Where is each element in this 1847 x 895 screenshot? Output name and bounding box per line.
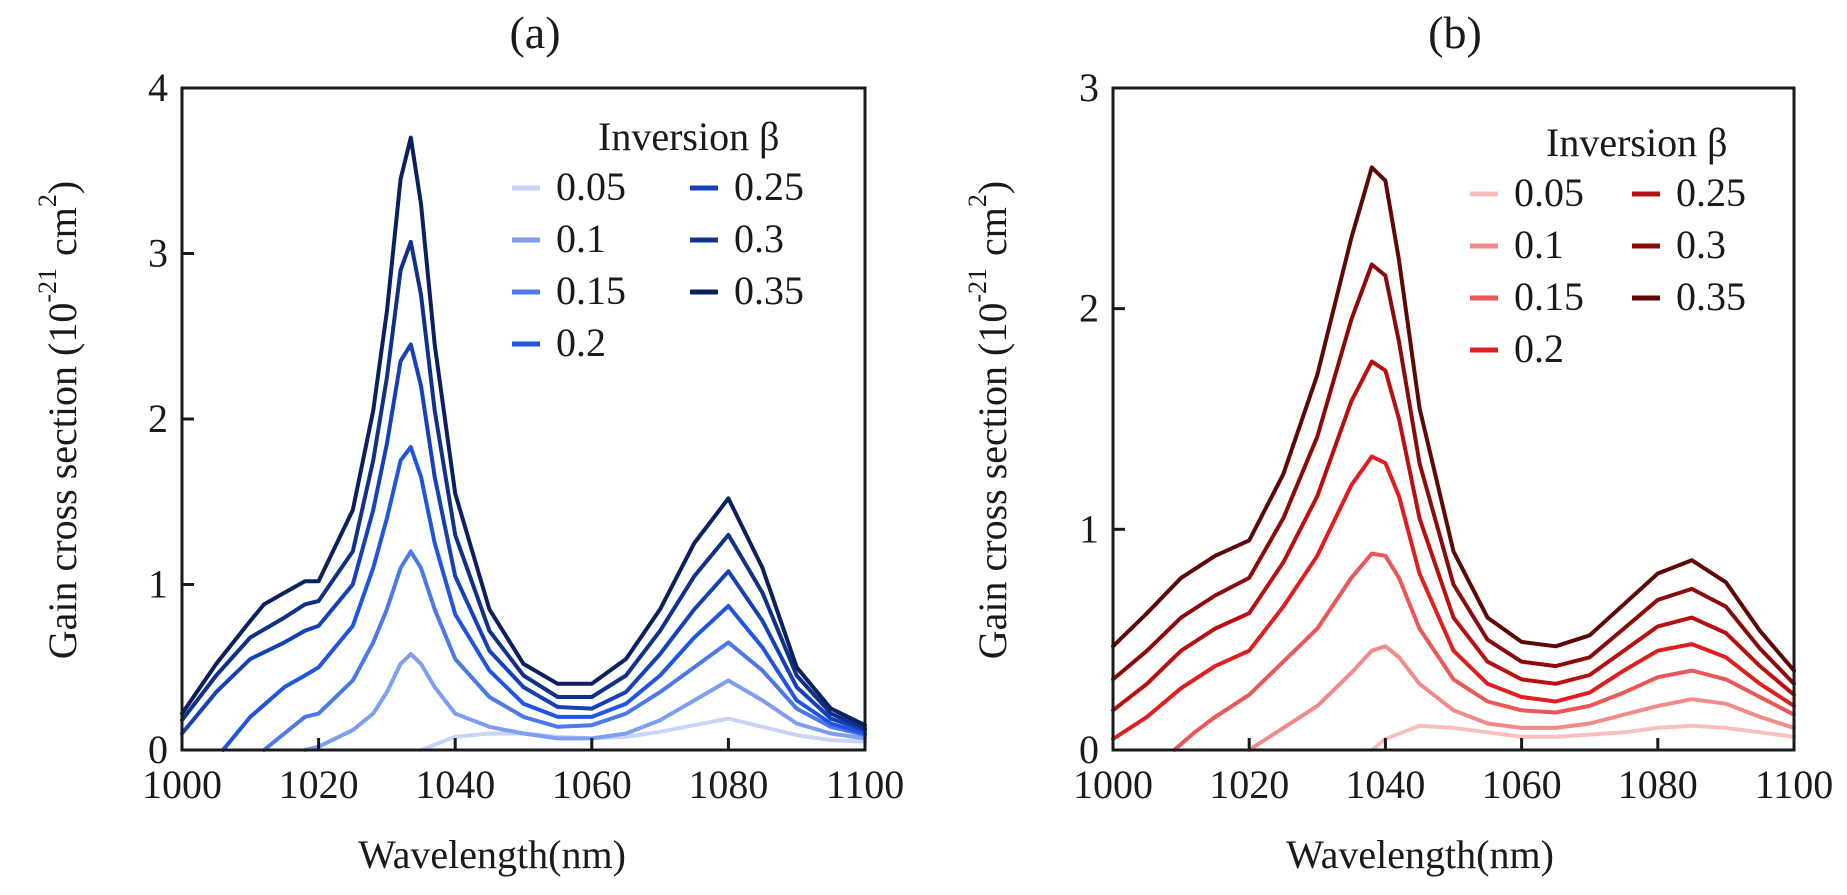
y-tick-label: 3: [1079, 65, 1099, 110]
legend-title: Inversion β: [598, 114, 779, 159]
y-axis-label-close: ): [40, 181, 85, 194]
x-tick-label: 1080: [1618, 762, 1698, 807]
legend: Inversion β 0.05 0.1 0.15 0.2 0.25 0.3 0.35: [1470, 120, 1746, 371]
x-tick-label: 1080: [688, 762, 768, 807]
legend-label: 0.3: [1676, 222, 1726, 267]
legend-label: 0.35: [1676, 274, 1746, 319]
y-tick-label: 0: [148, 727, 168, 772]
y-axis-label-unit-exp: 2: [33, 194, 62, 207]
x-tick-label: 1020: [279, 762, 359, 807]
legend-label: 0.35: [734, 268, 804, 313]
series-line-0.2: [221, 445, 867, 752]
y-tick-label: 2: [1079, 286, 1099, 331]
x-axis: 1000 1020 1040 1060 1080 1100: [1073, 738, 1833, 807]
legend-label: 0.25: [734, 164, 804, 209]
y-tick-label: 4: [148, 65, 168, 110]
y-axis-label-unit: cm: [970, 207, 1015, 256]
y-axis-label-exp: -21: [33, 268, 62, 303]
x-axis: 1000 1020 1040 1060 1080 1100: [142, 738, 904, 807]
panel-b: (b) 1000 1020 1040 1060 1080 1100 0 1 2 3 Wavele…: [963, 7, 1833, 877]
y-axis-label-unit: cm: [40, 207, 85, 256]
y-axis-label-unit-exp: 2: [963, 194, 992, 207]
legend: Inversion β 0.05 0.1 0.15 0.2 0.25 0.3 0.35: [512, 114, 804, 365]
y-axis: 0 1 2 3: [1079, 65, 1125, 772]
y-axis-label-main: Gain cross section (10: [970, 303, 1015, 660]
series-line-0.2: [1111, 454, 1796, 741]
legend-label: 0.1: [1514, 222, 1564, 267]
y-tick-label: 2: [148, 396, 168, 441]
series-lines: [180, 135, 867, 752]
plot-frame: [1111, 86, 1796, 752]
panel-a: (a) 1000 1020 1040 1060 1080 1100 0 1 2 3 4 Wavel…: [33, 7, 904, 877]
series-line-0.05: [1369, 723, 1796, 752]
x-tick-label: 1100: [1755, 762, 1834, 807]
x-tick-label: 1000: [142, 762, 222, 807]
series-line-0.1: [302, 652, 867, 752]
series-line-0.1: [1247, 644, 1796, 752]
legend-label: 0.15: [556, 268, 626, 313]
y-axis-label: Gain cross section (10-21 cm2): [963, 181, 1015, 659]
y-tick-label: 1: [148, 562, 168, 607]
y-axis: 0 1 2 3 4: [148, 65, 194, 772]
panel-title: (b): [1428, 7, 1482, 58]
series-lines: [1111, 165, 1796, 752]
legend-label: 0.25: [1676, 170, 1746, 215]
series-line-0.3: [1111, 262, 1796, 686]
legend-label: 0.05: [1514, 170, 1584, 215]
x-tick-label: 1000: [1073, 762, 1153, 807]
y-axis-label-close: ): [970, 181, 1015, 194]
x-tick-label: 1060: [552, 762, 632, 807]
series-line-0.25: [180, 342, 867, 736]
x-tick-label: 1100: [826, 762, 905, 807]
x-tick-label: 1060: [1482, 762, 1562, 807]
legend-label: 0.1: [556, 216, 606, 261]
x-tick-label: 1040: [415, 762, 495, 807]
legend-label: 0.15: [1514, 274, 1584, 319]
series-line-0.15: [1172, 551, 1796, 752]
legend-label: 0.2: [1514, 326, 1564, 371]
x-axis-label: Wavelength(nm): [1286, 832, 1554, 877]
y-tick-label: 1: [1079, 506, 1099, 551]
series-line-0.3: [180, 239, 867, 731]
series-line-0.05: [419, 716, 867, 752]
y-tick-label: 3: [148, 231, 168, 276]
panel-title: (a): [509, 7, 560, 58]
series-line-0.35: [1111, 165, 1796, 673]
series-line-0.15: [262, 549, 867, 752]
legend-title: Inversion β: [1546, 120, 1727, 165]
legend-label: 0.2: [556, 320, 606, 365]
y-axis-label-main: Gain cross section (10: [40, 303, 85, 660]
legend-label: 0.05: [556, 164, 626, 209]
series-line-0.25: [1111, 359, 1796, 713]
y-tick-label: 0: [1079, 727, 1099, 772]
x-tick-label: 1020: [1209, 762, 1289, 807]
series-line-0.35: [180, 135, 867, 728]
y-axis-label: Gain cross section (10-21 cm2): [33, 181, 85, 659]
legend-label: 0.3: [734, 216, 784, 261]
x-tick-label: 1040: [1345, 762, 1425, 807]
y-axis-label-exp: -21: [963, 268, 992, 303]
x-axis-label: Wavelength(nm): [358, 832, 626, 877]
